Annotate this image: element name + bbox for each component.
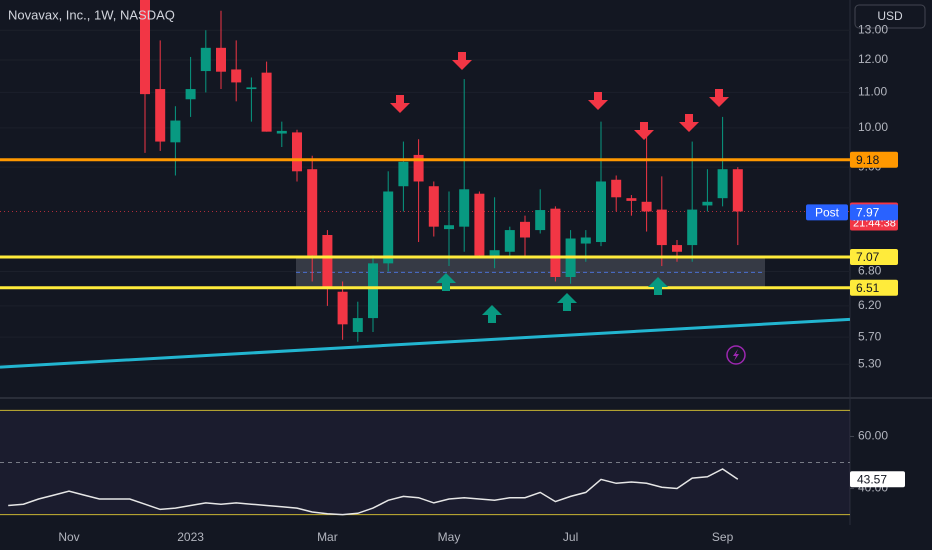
down-arrow	[679, 114, 699, 132]
rsi-tick-label: 60.00	[858, 429, 888, 443]
candle-body	[216, 47, 226, 72]
trendline	[0, 317, 850, 369]
candle-body	[170, 120, 181, 143]
candle-body	[520, 221, 530, 238]
candle-body	[656, 209, 667, 246]
y-tick-label: 5.70	[858, 329, 882, 343]
candle-body	[337, 291, 348, 325]
candle-body	[489, 250, 500, 256]
y-tick-label: 6.80	[858, 264, 882, 278]
candle-body	[717, 169, 728, 199]
candle-body	[504, 230, 515, 252]
x-tick-label: Jul	[563, 530, 578, 544]
alert-icon	[726, 345, 746, 365]
currency-button[interactable]	[854, 4, 926, 29]
candle-body	[702, 201, 713, 206]
down-arrow	[452, 52, 472, 70]
y-tick-label: 13.00	[858, 22, 888, 36]
candle-body	[687, 209, 698, 246]
candle-body	[307, 169, 318, 256]
post-tag-label: Post	[815, 206, 840, 220]
annotations	[390, 52, 729, 140]
candle-body	[200, 47, 211, 72]
price-pane	[0, 0, 850, 369]
level-label: 6.51	[856, 281, 880, 295]
candle-body	[276, 130, 287, 134]
candle-body	[626, 198, 637, 201]
rsi-value-label: 43.57	[857, 472, 887, 486]
candle-body	[535, 210, 546, 231]
level-label: 9.18	[856, 153, 880, 167]
up-arrow	[436, 273, 456, 291]
x-tick-label: Nov	[58, 530, 79, 544]
x-tick-label: 2023	[177, 530, 204, 544]
rsi-line	[8, 468, 739, 516]
candle-body	[261, 72, 272, 132]
down-arrow	[588, 92, 608, 110]
candle-body	[550, 208, 561, 278]
rsi-value-box	[850, 471, 905, 488]
up-arrow	[557, 293, 577, 311]
candle-body	[322, 235, 333, 287]
candle-body	[185, 89, 196, 100]
candle-body	[398, 161, 409, 187]
candle-body	[474, 193, 485, 256]
candle-body	[352, 318, 363, 332]
x-tick-label: May	[438, 530, 461, 544]
post-tag-box	[806, 204, 848, 221]
level-label-box	[850, 279, 898, 296]
candle-body	[155, 89, 166, 142]
level-label-box	[850, 248, 898, 265]
candle-body	[231, 69, 242, 83]
down-arrow	[390, 95, 410, 113]
candle-body	[459, 189, 470, 227]
annotations	[436, 273, 668, 323]
y-tick-label: 5.30	[858, 356, 882, 370]
up-arrow	[482, 305, 502, 323]
level-label-box	[850, 151, 898, 168]
candle-body	[246, 87, 257, 90]
candle-body	[732, 169, 743, 212]
down-arrow	[709, 89, 729, 107]
candle-body	[140, 0, 150, 95]
rsi-pane	[0, 409, 850, 516]
candle-body	[383, 191, 394, 264]
up-arrow	[648, 277, 668, 295]
x-tick-label: Sep	[712, 530, 734, 544]
currency-label[interactable]: USD	[877, 9, 903, 23]
down-arrow	[634, 122, 654, 140]
candle-body	[580, 237, 591, 244]
y-tick-label: 6.20	[858, 298, 882, 312]
candle-body	[672, 245, 682, 252]
candle-body	[413, 154, 424, 182]
candle-body	[596, 181, 606, 243]
candle-body	[368, 263, 378, 319]
y-tick-label: 11.00	[858, 85, 887, 99]
candle-body	[444, 225, 454, 230]
candle-body	[428, 186, 439, 227]
y-tick-label: 12.00	[858, 52, 888, 66]
chart-title: Novavax, Inc., 1W, NASDAQ	[8, 7, 175, 22]
candle-body	[611, 179, 622, 198]
post-price-box	[850, 204, 898, 221]
x-tick-label: Mar	[317, 530, 338, 544]
candle-body	[641, 201, 652, 212]
candle-body	[292, 132, 302, 172]
level-label: 7.07	[856, 250, 880, 264]
post-price-label: 7.97	[856, 206, 880, 220]
y-tick-label: 10.00	[858, 120, 888, 134]
